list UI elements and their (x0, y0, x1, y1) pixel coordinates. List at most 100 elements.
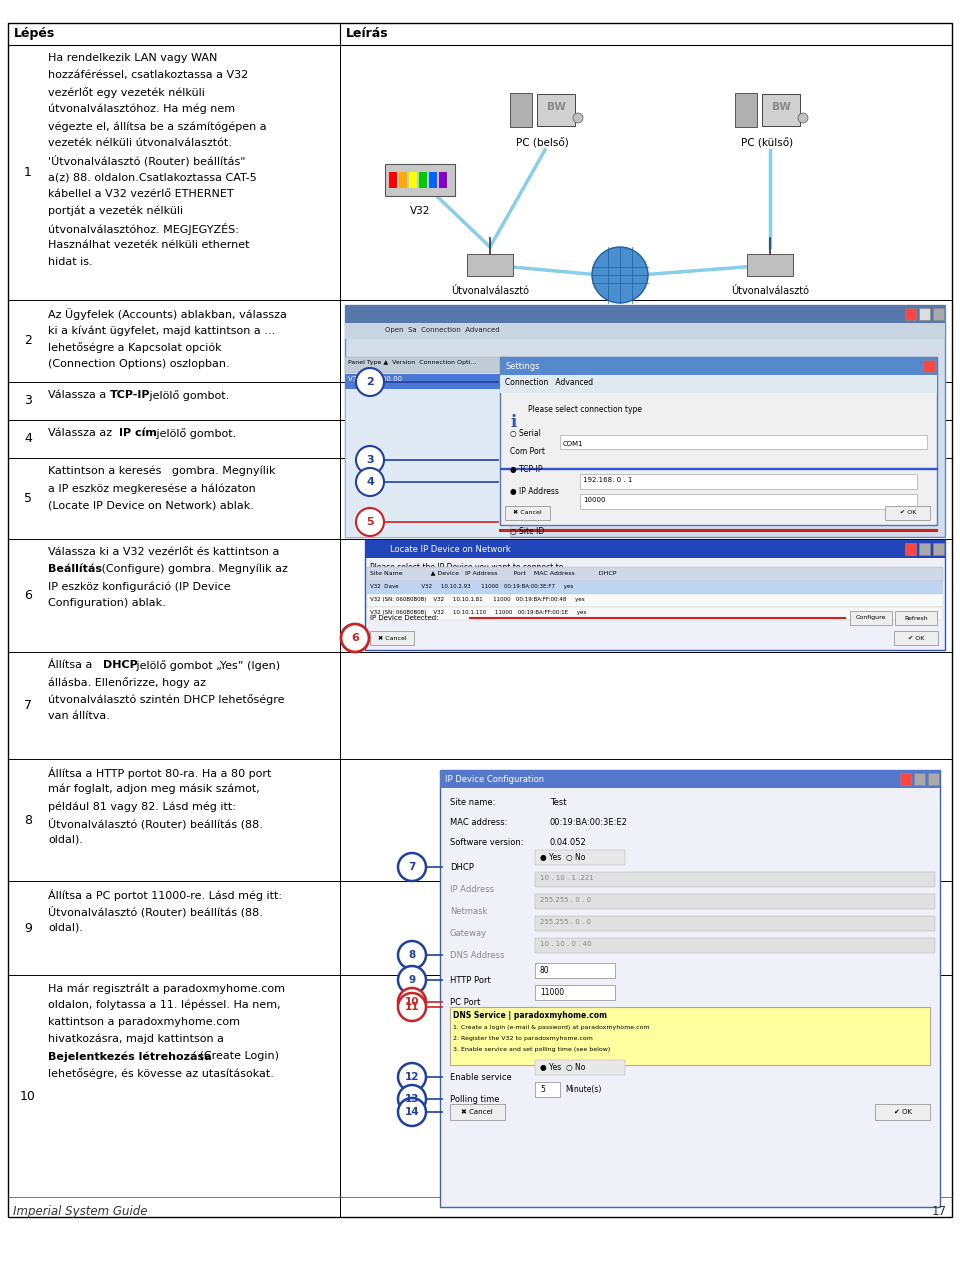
Text: 5: 5 (366, 517, 373, 528)
Text: 3: 3 (366, 455, 373, 466)
Bar (905, 307, 916, 320)
Bar (580, 474, 917, 490)
Text: hivatkozásra, majd kattintson a: hivatkozásra, majd kattintson a (48, 1034, 224, 1045)
Text: IP eszköz konfiguráció (IP Device: IP eszköz konfiguráció (IP Device (48, 581, 230, 592)
Text: ✔ OK: ✔ OK (908, 635, 924, 640)
Text: Útvonalválasztó: Útvonalválasztó (731, 286, 809, 296)
Text: Kattintson a keresés   gombra. Megnyílik: Kattintson a keresés gombra. Megnyílik (48, 466, 276, 477)
Text: 1: 1 (24, 166, 32, 180)
Bar (345, 323, 945, 339)
Circle shape (398, 1098, 426, 1126)
Text: Port: Port (520, 507, 536, 516)
Text: DHCP: DHCP (450, 863, 474, 872)
Bar (385, 164, 455, 196)
Text: Com Port: Com Port (510, 447, 545, 455)
Bar (933, 307, 944, 320)
Text: Útvonalválasztó (Router) beállítás (88.: Útvonalválasztó (Router) beállítás (88. (48, 906, 263, 917)
Bar (440, 770, 940, 1207)
Text: (Create Login): (Create Login) (196, 1051, 279, 1061)
Circle shape (398, 993, 426, 1021)
Text: hozzáféréssel, csatlakoztassa a V32: hozzáféréssel, csatlakoztassa a V32 (48, 70, 249, 80)
Text: (Configure) gombra. Megnyílik az: (Configure) gombra. Megnyílik az (98, 564, 288, 574)
Text: 17: 17 (932, 1206, 947, 1218)
Text: Panel Type ▲  Version  Connection Opti...: Panel Type ▲ Version Connection Opti... (348, 361, 476, 366)
Text: Útvonalválasztó (Router) beállítás (88.: Útvonalválasztó (Router) beállítás (88. (48, 818, 263, 830)
Text: Open  Sa  Connection  Advanced: Open Sa Connection Advanced (385, 326, 499, 333)
Bar (535, 985, 615, 1001)
Bar (450, 1007, 930, 1065)
Text: útvonalválasztó szintén DHCP lehetőségre: útvonalválasztó szintén DHCP lehetőségre (48, 694, 284, 705)
Text: TCP-IP: TCP-IP (110, 390, 151, 400)
Bar (345, 374, 510, 390)
Text: 10: 10 (20, 1089, 36, 1103)
Text: 80: 80 (540, 966, 550, 975)
Text: 192.168. 0 . 1: 192.168. 0 . 1 (583, 477, 633, 483)
Circle shape (398, 941, 426, 969)
Text: ○ Serial: ○ Serial (510, 429, 540, 438)
Bar (419, 172, 427, 188)
Text: Beállítás: Beállítás (48, 564, 102, 574)
Bar (850, 611, 892, 625)
Text: HTTP Port: HTTP Port (450, 977, 491, 985)
Bar (450, 1104, 505, 1120)
Text: 2. Register the V32 to paradoxmyhome.com: 2. Register the V32 to paradoxmyhome.com (453, 1036, 593, 1041)
Text: ✖ Cancel: ✖ Cancel (513, 511, 541, 516)
Text: 'Útvonalválasztó (Router) beállítás": 'Útvonalválasztó (Router) beállítás" (48, 156, 246, 167)
Text: a IP eszköz megkeresése a hálózaton: a IP eszköz megkeresése a hálózaton (48, 483, 255, 493)
Text: oldalon, folytassa a 11. lépéssel. Ha nem,: oldalon, folytassa a 11. lépéssel. Ha ne… (48, 1001, 280, 1011)
Bar (900, 773, 911, 786)
Text: Settings: Settings (505, 362, 540, 371)
Circle shape (356, 368, 384, 396)
Text: Configuration) ablak.: Configuration) ablak. (48, 598, 166, 608)
Bar (510, 94, 532, 127)
Bar (580, 495, 917, 509)
Text: ✔ OK: ✔ OK (894, 1109, 912, 1114)
Text: Site Name              ▲ Device   IP Address        Port    MAC Address         : Site Name ▲ Device IP Address Port MAC A… (370, 571, 616, 576)
Text: 8: 8 (408, 950, 416, 960)
Text: Site name:: Site name: (450, 798, 495, 807)
Bar (367, 595, 943, 607)
Bar (735, 94, 757, 127)
Text: oldal).: oldal). (48, 835, 83, 845)
Circle shape (592, 247, 648, 304)
Bar (345, 357, 510, 538)
Text: COM1: COM1 (563, 441, 584, 447)
Text: 0.04.052: 0.04.052 (550, 837, 587, 848)
Text: Minute(s): Minute(s) (565, 1085, 601, 1094)
Circle shape (356, 447, 384, 474)
Text: ✔ OK: ✔ OK (900, 511, 916, 516)
Text: Locate IP Device on Network: Locate IP Device on Network (390, 545, 511, 554)
Text: jelölő gombot.: jelölő gombot. (146, 390, 229, 401)
Text: 6: 6 (351, 632, 359, 643)
Text: ○ Site ID: ○ Site ID (510, 528, 544, 536)
Text: Please select the IP Device you want to connect to: Please select the IP Device you want to … (370, 563, 564, 572)
Text: 3. Enable service and set polling time (see below): 3. Enable service and set polling time (… (453, 1047, 611, 1052)
Text: lehetőségre a Kapcsolat opciók: lehetőségre a Kapcsolat opciók (48, 342, 222, 353)
Text: 9: 9 (408, 975, 416, 985)
Bar (500, 357, 937, 525)
Text: lehetőségre, és kövesse az utasításokat.: lehetőségre, és kövesse az utasításokat. (48, 1068, 274, 1079)
Bar (875, 1104, 930, 1120)
Text: BW: BW (772, 102, 790, 113)
Bar (535, 850, 625, 865)
Text: jelölő gombot „Yes” (Igen): jelölő gombot „Yes” (Igen) (133, 660, 280, 670)
Bar (537, 94, 575, 127)
Text: Ha már regisztrált a paradoxmyhome.com: Ha már regisztrált a paradoxmyhome.com (48, 983, 285, 993)
Bar (500, 374, 937, 393)
Text: Állítsa a PC portot 11000-re. Lásd még itt:: Állítsa a PC portot 11000-re. Lásd még i… (48, 889, 282, 901)
Text: 13: 13 (405, 1094, 420, 1104)
Text: (Locate IP Device on Network) ablak.: (Locate IP Device on Network) ablak. (48, 500, 253, 510)
Bar (535, 939, 935, 953)
Text: 2: 2 (366, 377, 373, 387)
Text: vezérlőt egy vezeték nélküli: vezérlőt egy vezeték nélküli (48, 87, 204, 97)
Text: Válassza ki a V32 vezérlőt és kattintson a: Válassza ki a V32 vezérlőt és kattintson… (48, 546, 279, 557)
Text: ki a kívánt ügyfelet, majd kattintson a …: ki a kívánt ügyfelet, majd kattintson a … (48, 325, 276, 335)
Text: van állítva.: van állítva. (48, 711, 109, 721)
Text: Lépés: Lépés (14, 27, 56, 40)
Text: Válassza a: Válassza a (48, 390, 109, 400)
Text: 9: 9 (24, 921, 32, 935)
Text: 10 . 10 . 1 .221: 10 . 10 . 1 .221 (540, 875, 593, 880)
Bar (365, 540, 945, 558)
Circle shape (398, 988, 426, 1016)
Text: Configure: Configure (855, 616, 886, 621)
